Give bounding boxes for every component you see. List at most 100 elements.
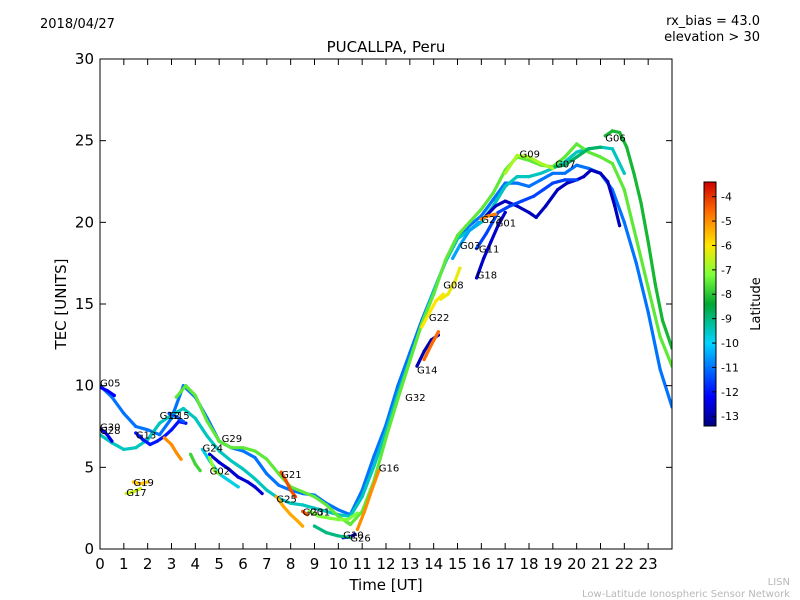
- data-point: [289, 513, 293, 517]
- data-point: [563, 171, 567, 175]
- data-point: [458, 266, 462, 270]
- data-point: [105, 433, 109, 437]
- data-point: [301, 490, 305, 494]
- satellite-label-g07: G07: [555, 160, 575, 171]
- data-point: [479, 220, 483, 224]
- series-g03: [451, 220, 481, 260]
- series-line: [312, 524, 352, 540]
- data-point: [589, 168, 593, 172]
- data-point: [610, 129, 615, 133]
- data-point: [308, 509, 312, 513]
- data-point: [289, 501, 293, 505]
- data-point: [236, 485, 240, 489]
- satellite-label-g31: G31: [310, 507, 330, 518]
- data-point: [658, 335, 662, 339]
- data-point: [444, 258, 448, 262]
- data-point: [396, 384, 400, 388]
- data-point: [179, 457, 183, 461]
- data-point: [336, 534, 340, 538]
- footer-lisn: LISN: [767, 577, 790, 588]
- data-point: [193, 393, 197, 398]
- data-point: [229, 446, 233, 450]
- data-point: [598, 155, 603, 159]
- data-point: [634, 237, 638, 241]
- data-point: [336, 508, 340, 512]
- satellite-label-g20: G20: [303, 507, 323, 518]
- data-point: [610, 161, 615, 166]
- data-point: [324, 509, 328, 513]
- data-point: [508, 204, 512, 208]
- satellite-label-g21: G21: [281, 470, 301, 481]
- data-point: [563, 178, 567, 182]
- data-point: [260, 491, 264, 496]
- x-axis: 0 1 2 3 4 5 6 7 8 9 10 11 12 13 14 15 16 17 18 19 20 21 22 23: [95, 59, 658, 573]
- elevation-label: elevation > 30: [664, 30, 760, 45]
- data-point: [575, 163, 579, 167]
- x-tick-label: 16: [472, 555, 491, 573]
- data-point: [146, 480, 150, 484]
- satellite-label-g14: G14: [417, 365, 437, 376]
- satellite-label-g29: G29: [222, 434, 242, 445]
- data-point: [212, 469, 216, 473]
- x-tick-label: 13: [400, 555, 419, 573]
- y-tick-label: 30: [75, 50, 94, 68]
- data-point: [372, 464, 376, 468]
- data-point: [565, 181, 569, 185]
- colorbar-tick-label: -6: [721, 239, 732, 252]
- data-point: [174, 395, 178, 399]
- data-point: [658, 367, 662, 371]
- data-point: [660, 318, 665, 322]
- satellite-label-g01: G01: [496, 218, 516, 229]
- data-point: [479, 217, 483, 221]
- data-point: [372, 454, 376, 458]
- data-point: [138, 482, 143, 486]
- series-g16: [355, 469, 381, 532]
- data-point: [496, 210, 500, 215]
- series-g21: [279, 470, 297, 499]
- satellite-label-g13: G13: [136, 431, 156, 442]
- series-line: [451, 220, 481, 260]
- data-point: [355, 511, 359, 515]
- data-point: [241, 446, 245, 450]
- data-point: [575, 155, 579, 159]
- x-tick-label: 21: [591, 555, 610, 573]
- data-point: [477, 220, 481, 224]
- data-point: [301, 524, 305, 528]
- data-point: [253, 477, 257, 481]
- data-point: [575, 142, 579, 146]
- data-point: [646, 240, 650, 244]
- data-point: [362, 509, 367, 513]
- data-point: [336, 518, 340, 522]
- data-point: [563, 160, 567, 164]
- data-point: [134, 424, 138, 429]
- data-point: [634, 261, 638, 265]
- satellite-label-g23: G23: [481, 215, 501, 226]
- data-point: [625, 145, 629, 149]
- series-g25: [274, 495, 305, 528]
- data-point: [274, 495, 278, 499]
- y-axis-label: TEC [UNITS]: [52, 259, 70, 351]
- data-point: [551, 181, 555, 185]
- data-point: [646, 286, 650, 290]
- data-point: [277, 483, 281, 487]
- data-point: [632, 171, 636, 175]
- series-g15: [167, 411, 185, 424]
- data-point: [551, 171, 555, 175]
- data-point: [174, 451, 178, 455]
- series-line: [162, 436, 183, 461]
- satellite-label-g19: G19: [133, 478, 153, 489]
- data-point: [491, 191, 495, 195]
- x-tick-label: 22: [615, 555, 634, 573]
- y-tick-label: 0: [84, 540, 94, 558]
- series-g26: [312, 524, 352, 540]
- data-point: [293, 495, 297, 499]
- plot-area: [100, 59, 672, 549]
- data-point: [336, 514, 340, 518]
- data-point: [646, 310, 650, 314]
- colorbar-tick-label: -12: [721, 386, 739, 399]
- data-point: [277, 472, 281, 476]
- data-point: [556, 188, 560, 192]
- data-point: [189, 452, 193, 456]
